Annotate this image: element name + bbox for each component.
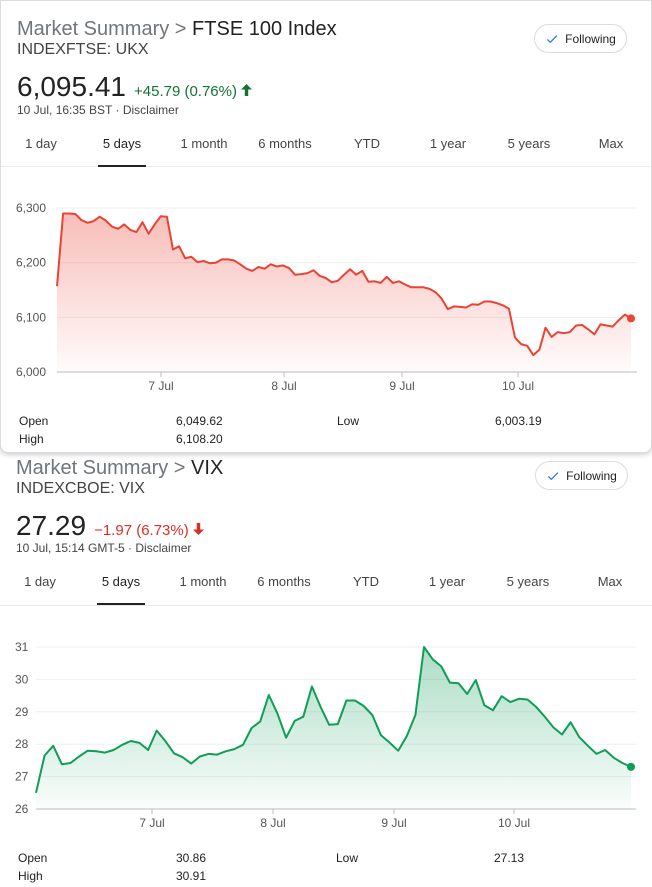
tab-ytd[interactable]: YTD: [353, 574, 379, 589]
series-line: [35, 646, 632, 794]
y-tick-label: 28: [15, 737, 29, 751]
ftse-title: Market Summary > FTSE 100 Index: [17, 17, 337, 41]
following-button[interactable]: Following: [535, 461, 628, 490]
ticker-symbol: INDEXCBOE: VIX: [16, 480, 145, 497]
tab-1-day[interactable]: 1 day: [24, 574, 56, 589]
tab-ytd[interactable]: YTD: [354, 136, 380, 151]
range-tabs: 1 day 5 days 1 month 6 months YTD 1 year…: [0, 567, 652, 606]
series-line: [56, 212, 632, 357]
tab-5-days[interactable]: 5 days: [97, 567, 145, 605]
y-tick-label: 31: [15, 640, 29, 654]
tab-1-day[interactable]: 1 day: [25, 136, 57, 151]
tab-6-months[interactable]: 6 months: [258, 136, 312, 151]
y-tick-label: 6,200: [16, 256, 46, 270]
x-tick-label: 10 Jul: [498, 816, 530, 830]
low-label: Low: [337, 414, 360, 428]
y-tick-label: 6,300: [16, 201, 46, 215]
vix-price-chart[interactable]: 26 27 28 29 30 31 7 Jul 8 Jul 9 Jul 10 Jul: [0, 623, 652, 838]
high-label: High: [19, 432, 44, 446]
last-point-marker: [627, 314, 635, 323]
series-area: [57, 213, 631, 372]
ftse-card: Market Summary > FTSE 100 Index INDEXFTS…: [0, 0, 652, 453]
x-tick-label: 7 Jul: [139, 816, 164, 830]
tab-5-days[interactable]: 5 days: [98, 129, 146, 167]
tab-1-year[interactable]: 1 year: [428, 574, 466, 589]
arrow-down-icon: [192, 522, 204, 539]
market-summary-link[interactable]: Market Summary: [16, 457, 169, 479]
following-label: Following: [565, 31, 616, 46]
price-change: −1.97 (6.73%): [94, 522, 204, 539]
y-tick-label: 6,100: [16, 310, 46, 324]
tab-6-months[interactable]: 6 months: [257, 574, 311, 589]
high-value: 6,108.20: [176, 432, 223, 446]
vix-title: Market Summary > VIX: [16, 456, 223, 480]
high-label: High: [18, 869, 43, 883]
tab-1-month[interactable]: 1 month: [180, 136, 228, 151]
x-tick-label: 10 Jul: [502, 379, 534, 393]
last-point-marker: [627, 762, 635, 771]
timestamp: 10 Jul, 15:14 GMT-5 · Disclaimer: [16, 541, 192, 555]
title-separator: >: [168, 457, 192, 479]
current-price: 6,095.41: [17, 71, 126, 102]
price-change: +45.79 (0.76%): [134, 83, 252, 100]
y-tick-label: 30: [15, 672, 29, 686]
current-price: 27.29: [16, 510, 87, 541]
tab-max[interactable]: Max: [598, 136, 624, 151]
x-tick-label: 9 Jul: [389, 379, 414, 393]
low-value: 27.13: [494, 851, 525, 865]
y-tick-label: 26: [15, 802, 29, 816]
low-value: 6,003.19: [495, 414, 542, 428]
vix-card: Market Summary > VIX INDEXCBOE: VIX Foll…: [0, 453, 652, 887]
following-label: Following: [566, 468, 617, 483]
open-value: 30.86: [176, 851, 207, 865]
arrow-up-icon: [241, 83, 252, 100]
tab-1-month[interactable]: 1 month: [179, 574, 227, 589]
open-label: Open: [19, 414, 49, 428]
open-label: Open: [18, 851, 48, 865]
y-tick-label: 6,000: [16, 365, 46, 379]
tab-max[interactable]: Max: [597, 574, 623, 589]
x-tick-label: 9 Jul: [381, 816, 406, 830]
tab-1-year[interactable]: 1 year: [429, 136, 467, 151]
price-row: 6,095.41 +45.79 (0.76%): [17, 71, 252, 103]
index-name: VIX: [191, 457, 224, 479]
ftse-price-chart[interactable]: 6,000 6,100 6,200 6,300 7 Jul 8 Jul 9 Jul 10 Ju…: [1, 181, 652, 396]
following-button[interactable]: Following: [534, 24, 627, 53]
low-label: Low: [336, 851, 359, 865]
title-separator: >: [169, 18, 193, 40]
y-tick-label: 29: [15, 705, 29, 719]
y-tick-label: 27: [15, 770, 29, 784]
index-name: FTSE 100 Index: [192, 18, 337, 40]
series-area: [36, 647, 631, 809]
x-tick-label: 8 Jul: [271, 379, 296, 393]
price-row: 27.29 −1.97 (6.73%): [16, 510, 204, 542]
ticker-symbol: INDEXFTSE: UKX: [17, 41, 149, 58]
range-tabs: 1 day 5 days 1 month 6 months YTD 1 year…: [1, 129, 651, 167]
timestamp: 10 Jul, 16:35 BST · Disclaimer: [17, 103, 179, 117]
x-tick-label: 7 Jul: [148, 379, 173, 393]
tab-5-years[interactable]: 5 years: [507, 136, 551, 151]
high-value: 30.91: [176, 869, 207, 883]
check-icon: [547, 34, 558, 43]
check-icon: [548, 471, 559, 480]
open-value: 6,049.62: [176, 414, 223, 428]
x-tick-label: 8 Jul: [260, 816, 285, 830]
market-summary-link[interactable]: Market Summary: [17, 18, 170, 40]
tab-5-years[interactable]: 5 years: [506, 574, 550, 589]
